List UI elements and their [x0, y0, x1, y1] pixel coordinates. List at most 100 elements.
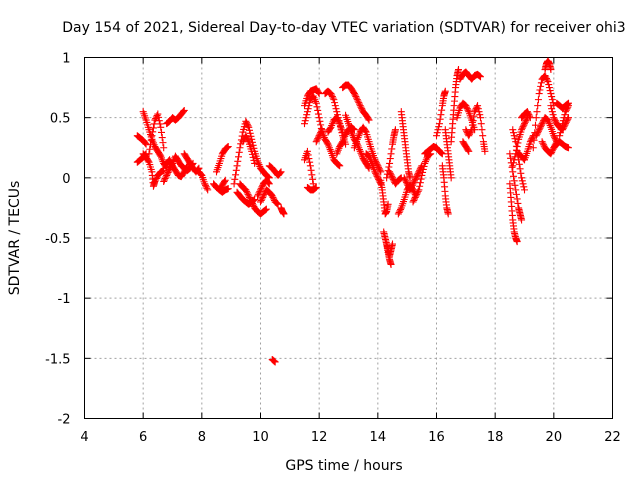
data-point	[476, 72, 484, 80]
data-point	[532, 114, 540, 122]
data-point	[248, 199, 256, 207]
data-point	[386, 168, 394, 176]
data-point	[145, 150, 153, 158]
data-point	[518, 126, 526, 134]
data-point	[533, 130, 541, 138]
data-point	[247, 132, 255, 140]
data-point	[152, 176, 160, 184]
data-point	[534, 102, 542, 110]
data-point	[465, 132, 473, 140]
data-point	[414, 169, 422, 177]
chart-title: Day 154 of 2021, Sidereal Day-to-day VTE…	[62, 20, 625, 36]
data-point	[441, 87, 449, 95]
data-point	[202, 183, 210, 191]
data-point	[537, 121, 545, 129]
data-point	[361, 127, 369, 135]
data-point	[247, 196, 255, 204]
data-point	[541, 72, 549, 80]
data-point	[548, 147, 556, 155]
data-point	[523, 115, 531, 123]
data-point	[317, 129, 325, 137]
data-point	[548, 148, 556, 156]
data-point	[373, 172, 381, 180]
data-point	[518, 124, 526, 132]
data-point	[306, 158, 314, 166]
data-point	[329, 94, 337, 102]
data-point	[506, 150, 514, 158]
data-point	[234, 157, 242, 165]
data-point	[154, 110, 162, 118]
x-tick-label: 16	[428, 430, 445, 445]
data-point	[358, 105, 366, 113]
data-point	[162, 163, 170, 171]
data-point	[250, 156, 258, 164]
data-point	[384, 200, 392, 208]
data-point	[371, 168, 379, 176]
data-point	[246, 195, 254, 203]
data-point	[316, 117, 324, 125]
data-point	[249, 201, 257, 209]
data-point	[351, 91, 359, 99]
data-point	[388, 145, 396, 153]
x-tick-label: 20	[546, 430, 563, 445]
x-tick-label: 4	[80, 430, 88, 445]
data-point	[389, 240, 396, 248]
data-point	[437, 149, 445, 157]
axis-ticks	[84, 57, 613, 419]
data-point	[444, 210, 452, 218]
data-point	[364, 163, 372, 171]
data-point	[236, 144, 244, 152]
data-point	[532, 121, 539, 129]
data-point	[314, 106, 322, 114]
data-point	[408, 181, 416, 189]
data-point	[233, 162, 241, 170]
data-point	[312, 184, 319, 192]
data-point	[418, 171, 426, 179]
data-point	[356, 102, 364, 110]
data-point	[394, 210, 402, 218]
data-point	[257, 196, 265, 204]
data-point	[525, 111, 533, 119]
data-point	[535, 126, 543, 134]
data-point	[547, 66, 555, 74]
data-point	[313, 103, 321, 111]
data-point	[389, 175, 397, 183]
data-point	[547, 102, 555, 110]
data-point	[262, 205, 270, 213]
data-point	[509, 168, 517, 176]
data-point	[409, 198, 417, 206]
data-point	[413, 172, 421, 180]
data-point	[254, 190, 262, 198]
data-point	[155, 117, 163, 125]
data-point	[147, 141, 154, 149]
data-point	[270, 357, 278, 365]
data-point	[157, 123, 165, 131]
data-point	[514, 199, 522, 207]
data-point	[331, 99, 339, 107]
data-point	[314, 110, 322, 118]
data-point	[470, 112, 478, 120]
data-point	[160, 176, 168, 184]
data-point	[514, 139, 522, 147]
data-point	[151, 177, 159, 185]
data-point	[277, 168, 285, 176]
data-point	[395, 208, 403, 216]
x-tick-label: 12	[311, 430, 328, 445]
data-point	[464, 146, 472, 154]
data-point	[249, 141, 257, 149]
data-point	[258, 195, 266, 203]
data-point	[245, 192, 253, 200]
data-point	[410, 178, 418, 186]
data-point	[474, 105, 482, 113]
data-point	[327, 90, 335, 98]
data-point	[464, 106, 472, 114]
data-point	[259, 193, 267, 201]
data-point	[148, 132, 156, 140]
data-point	[307, 166, 315, 174]
data-point	[562, 118, 570, 126]
data-point	[478, 126, 486, 134]
data-point	[391, 126, 399, 134]
data-point	[314, 133, 322, 141]
data-point	[318, 126, 326, 134]
data-point	[259, 192, 267, 200]
